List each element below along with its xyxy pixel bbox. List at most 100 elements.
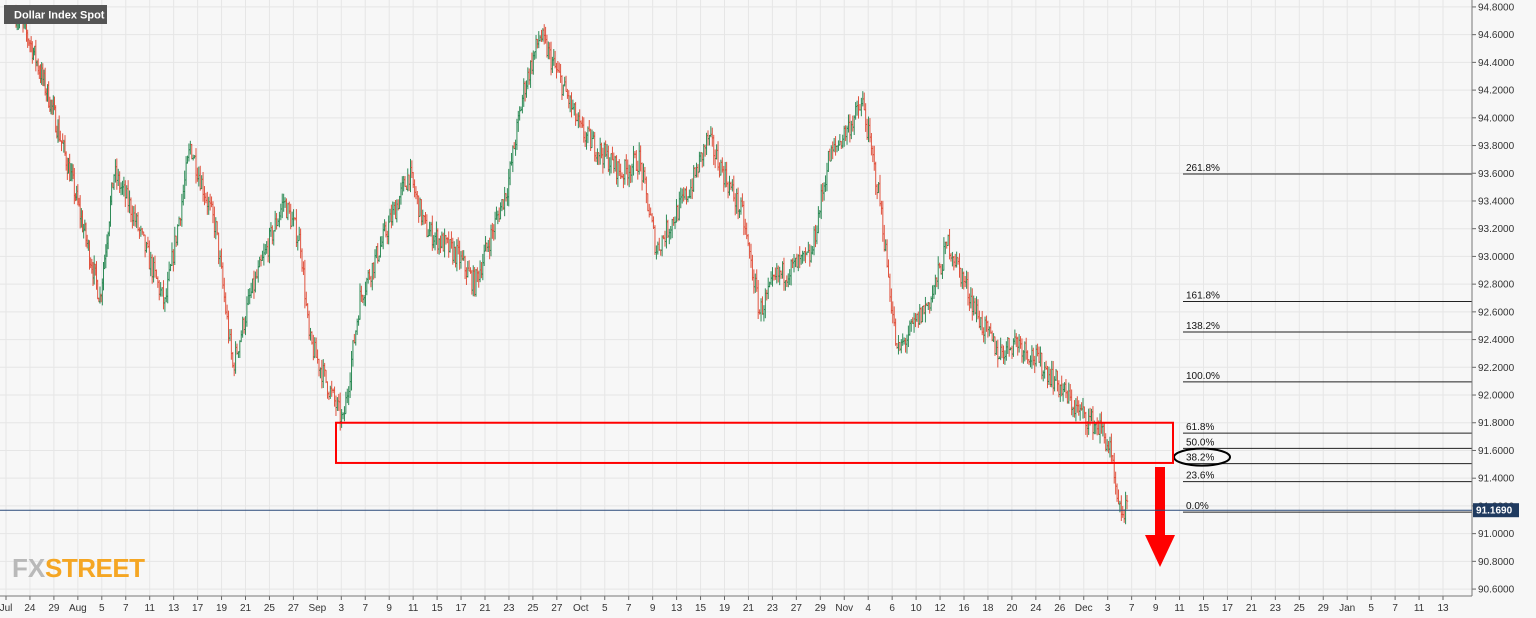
y-tick-label: 91.8000: [1478, 418, 1515, 429]
x-tick-label: 4: [865, 603, 871, 614]
x-tick-label: 26: [1054, 603, 1066, 614]
y-tick-label: 94.8000: [1478, 2, 1515, 13]
x-tick-label: 27: [288, 603, 300, 614]
title-badge-bg: [4, 5, 107, 24]
x-tick-label: 12: [934, 603, 946, 614]
x-tick-label: 11: [1174, 603, 1185, 614]
x-tick-label: 25: [1294, 603, 1306, 614]
watermark-logo: FX STREET: [12, 553, 146, 583]
y-tick-label: 92.2000: [1478, 363, 1515, 374]
x-tick-label: 3: [339, 603, 345, 614]
y-tick-label: 94.0000: [1478, 113, 1515, 124]
x-tick-label: Jan: [1339, 603, 1355, 614]
x-tick-label: 7: [1392, 603, 1398, 614]
y-tick-label: 90.6000: [1478, 585, 1515, 596]
candles: [14, 4, 1129, 525]
x-tick-label: 5: [99, 603, 105, 614]
x-tick-label: 3: [1105, 603, 1111, 614]
x-tick-label: 29: [815, 603, 827, 614]
y-tick-label: 94.4000: [1478, 58, 1515, 69]
fib-level-label: 138.2%: [1186, 321, 1220, 332]
x-tick-label: 10: [911, 603, 923, 614]
y-tick-label: 94.6000: [1478, 30, 1515, 41]
chart-title: Dollar Index Spot: [14, 10, 105, 22]
x-tick-label: 24: [24, 603, 36, 614]
x-tick-label: 17: [1222, 603, 1234, 614]
x-tick-label: Aug: [69, 603, 87, 614]
x-tick-label: 24: [1030, 603, 1042, 614]
title-badge: Dollar Index Spot: [4, 5, 107, 24]
x-tick-label: 5: [602, 603, 608, 614]
fib-level-label: 261.8%: [1186, 163, 1220, 174]
x-tick-label: 21: [240, 603, 252, 614]
x-tick-label: 25: [527, 603, 539, 614]
x-tick-label: 18: [982, 603, 994, 614]
x-tick-label: 13: [671, 603, 683, 614]
last-price-marker: 91.1690: [0, 503, 1519, 518]
x-tick-label: 20: [1006, 603, 1018, 614]
x-tick-label: 13: [168, 603, 180, 614]
x-tick-label: Dec: [1075, 603, 1093, 614]
fibonacci-levels: 261.8% 161.8% 138.2% 100.0% 61.8% 50.0% 38.2% 2…: [1173, 163, 1472, 513]
y-tick-label: 91.4000: [1478, 474, 1515, 485]
down-arrow: [1145, 467, 1175, 567]
last-price-label: 91.1690: [1476, 506, 1513, 517]
x-tick-label: 7: [362, 603, 368, 614]
grid: [0, 0, 1472, 596]
x-tick-label: 27: [551, 603, 563, 614]
y-tick-label: 92.6000: [1478, 307, 1515, 318]
y-tick-label: 93.2000: [1478, 224, 1515, 235]
fib-level-label: 38.2%: [1186, 453, 1214, 464]
x-tick-label: 17: [192, 603, 204, 614]
fib-level-label: 50.0%: [1186, 437, 1214, 448]
x-tick-label: 16: [958, 603, 970, 614]
x-tick-label: Nov: [835, 603, 853, 614]
x-tick-label: Jul: [0, 603, 12, 614]
x-tick-label: 15: [695, 603, 707, 614]
x-tick-label: 11: [145, 603, 156, 614]
x-tick-label: 29: [48, 603, 60, 614]
x-tick-label: 15: [432, 603, 444, 614]
x-tick-label: 6: [889, 603, 895, 614]
x-tick-label: 11: [408, 603, 419, 614]
y-tick-label: 93.0000: [1478, 252, 1515, 263]
x-tick-label: 23: [767, 603, 779, 614]
x-tick-label: 19: [719, 603, 731, 614]
axes: 94.8000 94.6000 94.4000 94.2000 94.0000 93.80…: [0, 0, 1515, 614]
x-tick-label: 15: [1198, 603, 1210, 614]
fib-level-label: 0.0%: [1186, 501, 1209, 512]
x-tick-label: 19: [216, 603, 228, 614]
y-tick-label: 93.6000: [1478, 169, 1515, 180]
watermark-fx: FX: [12, 553, 46, 583]
x-tick-label: Oct: [573, 603, 589, 614]
x-tick-label: 5: [1368, 603, 1374, 614]
fib-level-label: 61.8%: [1186, 422, 1214, 433]
y-tick-label: 94.2000: [1478, 86, 1515, 97]
x-tick-label: 29: [1318, 603, 1330, 614]
x-tick-label: 23: [1270, 603, 1282, 614]
x-tick-label: 21: [743, 603, 755, 614]
y-tick-label: 92.4000: [1478, 335, 1515, 346]
x-tick-label: 21: [479, 603, 491, 614]
x-tick-label: 9: [1153, 603, 1159, 614]
x-tick-label: 13: [1437, 603, 1449, 614]
x-tick-label: 7: [626, 603, 632, 614]
x-tick-label: 9: [386, 603, 392, 614]
y-tick-label: 93.8000: [1478, 141, 1515, 152]
fib-level-label: 23.6%: [1186, 471, 1214, 482]
candle: [1125, 495, 1129, 510]
x-tick-label: 21: [1246, 603, 1258, 614]
x-tick-label: 23: [503, 603, 515, 614]
y-tick-label: 93.4000: [1478, 196, 1515, 207]
x-tick-label: 27: [791, 603, 803, 614]
y-tick-label: 91.6000: [1478, 446, 1515, 457]
y-tick-label: 92.8000: [1478, 280, 1515, 291]
last-price-badge: [1473, 503, 1519, 518]
x-tick-label: 17: [455, 603, 467, 614]
down-arrow-shaft: [1155, 467, 1165, 535]
y-tick-label: 91.0000: [1478, 529, 1515, 540]
support-zone: [335, 421, 1174, 464]
x-tick-label: 7: [123, 603, 129, 614]
